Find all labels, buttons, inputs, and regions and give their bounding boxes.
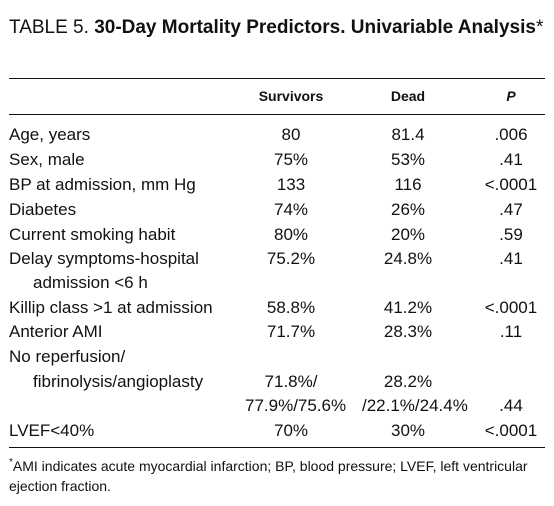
header-dead: Dead <box>390 88 426 104</box>
cell-dead-delay: 24.8% <box>383 249 433 268</box>
cell-survivors-bp: 133 <box>276 175 306 194</box>
cell-dead-reperfusion-cont: /22.1%/24.4% <box>362 396 468 415</box>
header-survivors: Survivors <box>258 88 324 104</box>
cell-p-age: .006 <box>494 125 528 144</box>
row-label-killip: Killip class >1 at admission <box>9 298 213 317</box>
cell-p-delay: .41 <box>499 249 523 268</box>
footnote-marker: * <box>9 457 13 468</box>
cell-survivors-smoking: 80% <box>273 225 309 244</box>
footnote: *AMI indicates acute myocardial infarcti… <box>9 456 545 496</box>
cell-survivors-reperfusion: 71.8%/ <box>264 372 318 391</box>
cell-p-reperfusion: .44 <box>499 396 523 415</box>
row-label-reperfusion: No reperfusion/ <box>9 347 126 366</box>
cell-dead-reperfusion: 28.2% <box>383 372 433 391</box>
cell-p-diabetes: .47 <box>499 200 523 219</box>
row-label-delay-cont: admission <6 h <box>33 273 148 292</box>
cell-dead-lvef: 30% <box>390 421 426 440</box>
row-label-sex: Sex, male <box>9 150 85 169</box>
row-label-anterior-ami: Anterior AMI <box>9 322 103 341</box>
cell-p-killip: <.0001 <box>484 298 538 317</box>
row-label-age: Age, years <box>9 125 91 144</box>
cell-survivors-anterior-ami: 71.7% <box>266 322 316 341</box>
table-number: TABLE 5. <box>9 17 89 38</box>
cell-survivors-lvef: 70% <box>273 421 309 440</box>
header-rule <box>9 114 545 115</box>
row-label-smoking: Current smoking habit <box>9 225 176 244</box>
cell-survivors-sex: 75% <box>273 150 309 169</box>
title-asterisk: * <box>535 17 544 38</box>
header-p-value: P <box>506 88 516 104</box>
cell-dead-sex: 53% <box>390 150 426 169</box>
cell-survivors-killip: 58.8% <box>266 298 316 317</box>
cell-p-anterior-ami: .11 <box>499 322 523 341</box>
row-label-delay: Delay symptoms-hospital <box>9 249 199 268</box>
cell-survivors-diabetes: 74% <box>273 200 309 219</box>
cell-p-sex: .41 <box>499 150 523 169</box>
top-rule <box>9 78 545 79</box>
cell-dead-age: 81.4 <box>391 125 425 144</box>
cell-survivors-reperfusion-cont: 77.9%/75.6% <box>245 396 347 415</box>
cell-dead-bp: 116 <box>394 175 422 194</box>
table-title-text: 30-Day Mortality Predictors. Univariable… <box>94 17 536 38</box>
bottom-rule <box>9 447 545 448</box>
cell-dead-killip: 41.2% <box>383 298 433 317</box>
cell-p-smoking: .59 <box>499 225 523 244</box>
cell-dead-smoking: 20% <box>390 225 426 244</box>
row-label-bp: BP at admission, mm Hg <box>9 175 196 194</box>
cell-survivors-age: 80 <box>281 125 301 144</box>
row-label-lvef: LVEF<40% <box>9 421 95 440</box>
cell-dead-diabetes: 26% <box>390 200 426 219</box>
cell-p-bp: <.0001 <box>484 175 538 194</box>
table-title: TABLE 5. 30-Day Mortality Predictors. Un… <box>9 14 545 41</box>
cell-survivors-delay: 75.2% <box>266 249 316 268</box>
cell-dead-anterior-ami: 28.3% <box>383 322 433 341</box>
row-label-diabetes: Diabetes <box>9 200 77 219</box>
row-label-reperfusion-cont: fibrinolysis/angioplasty <box>33 372 204 391</box>
cell-p-lvef: <.0001 <box>484 421 538 440</box>
footnote-text: AMI indicates acute myocardial infarctio… <box>9 458 528 494</box>
